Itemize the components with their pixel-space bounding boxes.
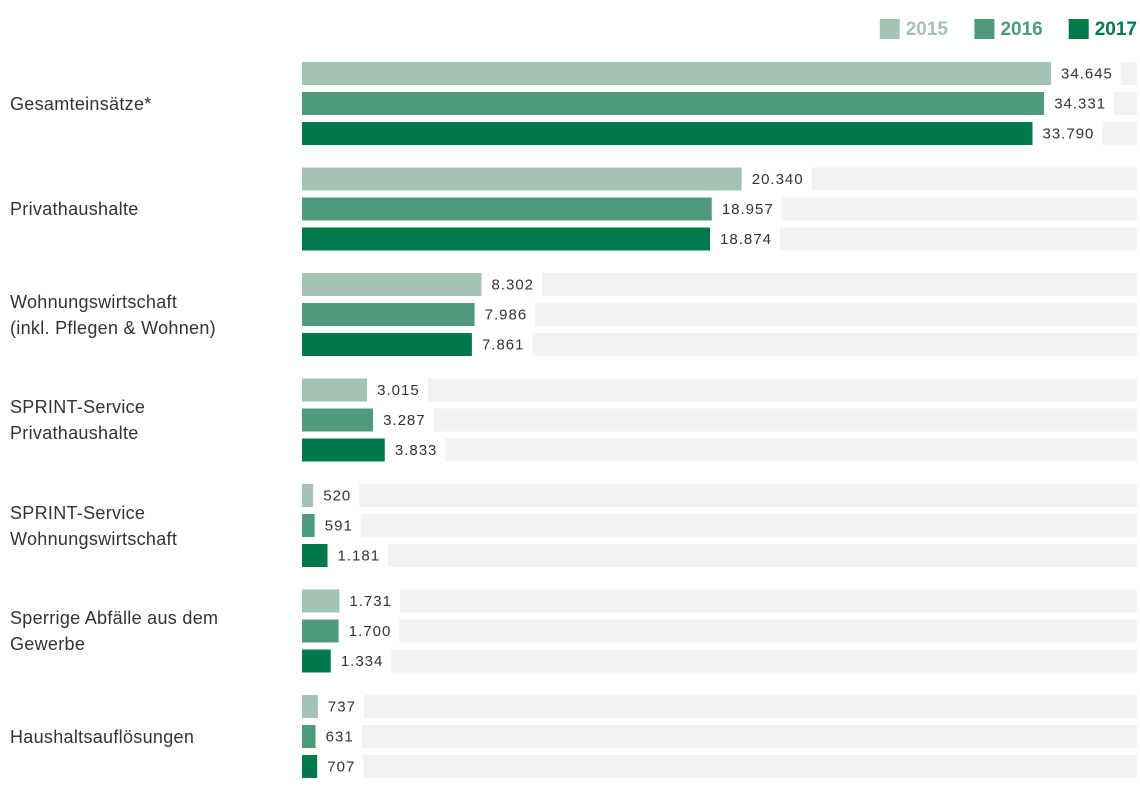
- bar: [302, 228, 710, 251]
- value-label: 707: [327, 758, 355, 775]
- bar-track: [302, 695, 1137, 718]
- value-label: 7.986: [485, 306, 528, 323]
- value-label: 18.957: [722, 201, 774, 218]
- category-label: Wohnungswirtschaft (inkl. Pflegen & Wohn…: [10, 273, 290, 357]
- bar: [302, 92, 1044, 115]
- bar: [302, 168, 742, 191]
- value-label: 7.861: [482, 336, 525, 353]
- bar: [302, 544, 328, 567]
- value-label: 3.287: [383, 412, 426, 429]
- value-label: 1.731: [349, 593, 392, 610]
- value-label: 18.874: [720, 231, 772, 248]
- bar-track: [302, 650, 1137, 673]
- category-label: Sperrige Abfälle aus dem Gewerbe: [10, 589, 290, 673]
- bar: [302, 62, 1051, 85]
- value-label: 3.833: [395, 442, 438, 459]
- value-label: 631: [326, 728, 354, 745]
- value-label: 1.181: [338, 547, 381, 564]
- bar: [302, 122, 1033, 145]
- legend-label: 2015: [906, 19, 949, 40]
- bar-track: [302, 544, 1137, 567]
- value-label: 3.015: [377, 382, 420, 399]
- bar: [302, 409, 373, 432]
- legend-swatch: [1069, 19, 1089, 39]
- value-label: 8.302: [491, 276, 534, 293]
- bar: [302, 695, 318, 718]
- bar: [302, 333, 472, 356]
- value-label: 591: [325, 517, 353, 534]
- bar: [302, 755, 317, 778]
- legend-label: 2016: [1000, 19, 1042, 40]
- value-label: 34.645: [1061, 65, 1113, 82]
- value-label: 1.700: [349, 623, 392, 640]
- value-label: 33.790: [1043, 125, 1095, 142]
- legend-swatch: [974, 19, 994, 39]
- bar: [302, 650, 331, 673]
- category-label: Haushaltsauflösungen: [10, 695, 290, 779]
- value-label: 737: [328, 698, 356, 715]
- category-label: Privathaushalte: [10, 167, 290, 251]
- value-label: 34.331: [1054, 95, 1106, 112]
- bar: [302, 379, 367, 402]
- bar: [302, 514, 315, 537]
- bar-track: [302, 590, 1137, 613]
- legend-swatch: [880, 19, 900, 39]
- bar: [302, 439, 385, 462]
- bar: [302, 484, 313, 507]
- bar-track: [302, 755, 1137, 778]
- page: {"chart_data": {"type": "bar", "orientat…: [0, 0, 1140, 797]
- bar: [302, 590, 339, 613]
- bar: [302, 198, 712, 221]
- value-label: 20.340: [752, 171, 804, 188]
- bar-track: [302, 725, 1137, 748]
- category-label: SPRINT-Service Privathaushalte: [10, 378, 290, 462]
- bar: [302, 273, 481, 296]
- bar: [302, 725, 316, 748]
- value-label: 1.334: [341, 653, 384, 670]
- legend-label: 2017: [1095, 19, 1137, 40]
- bar: [302, 303, 475, 326]
- bar-track: [302, 484, 1137, 507]
- bar-track: [302, 514, 1137, 537]
- value-label: 520: [323, 487, 351, 504]
- bar: [302, 620, 339, 643]
- bar-track: [302, 620, 1137, 643]
- category-label: Gesamteinsätze*: [10, 62, 290, 146]
- category-label: SPRINT-Service Wohnungswirtschaft: [10, 484, 290, 568]
